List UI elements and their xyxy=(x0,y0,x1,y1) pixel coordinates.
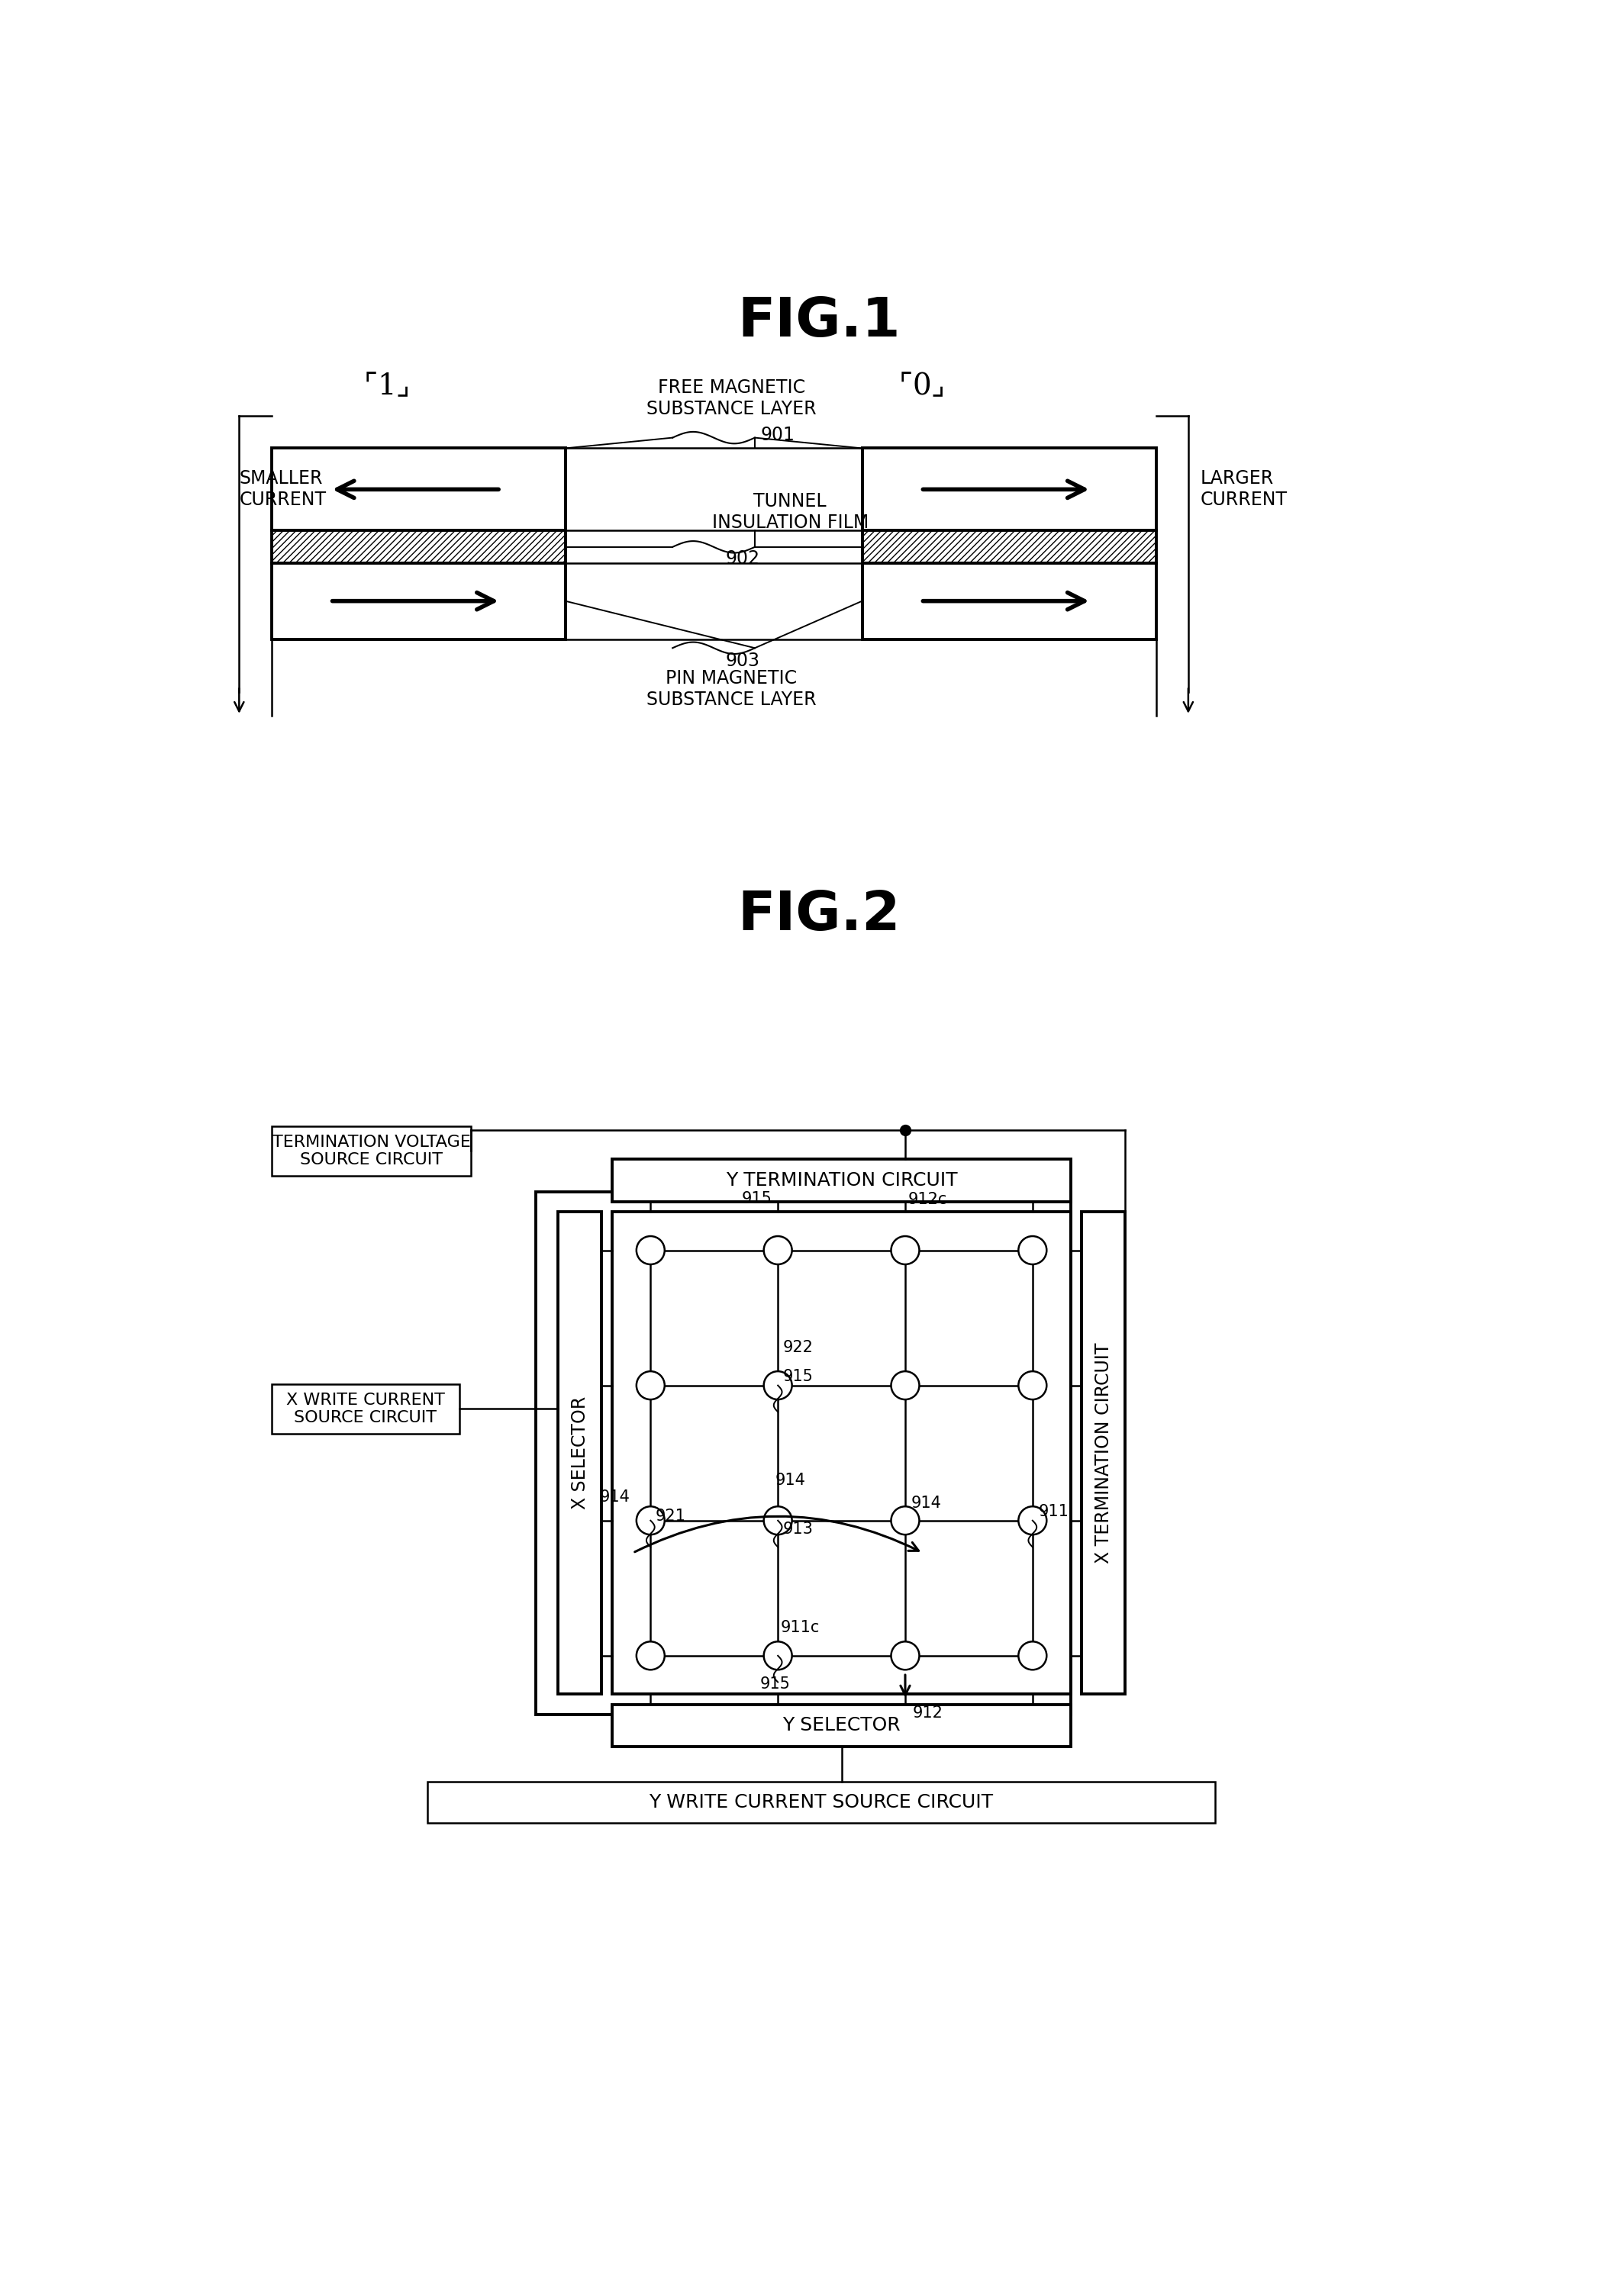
Text: 911c: 911c xyxy=(780,1621,820,1635)
Text: 915: 915 xyxy=(782,1368,812,1384)
Circle shape xyxy=(636,1371,665,1401)
Text: Y TERMINATION CIRCUIT: Y TERMINATION CIRCUIT xyxy=(726,1171,958,1189)
Text: LARGER
CURRENT: LARGER CURRENT xyxy=(1199,471,1287,510)
Bar xyxy=(272,1125,472,1176)
Circle shape xyxy=(764,1642,792,1669)
Bar xyxy=(612,1212,1071,1694)
Circle shape xyxy=(1019,1506,1047,1534)
Text: 922: 922 xyxy=(782,1339,812,1355)
Bar xyxy=(272,1384,459,1435)
Text: SMALLER
CURRENT: SMALLER CURRENT xyxy=(240,471,326,510)
Text: 913: 913 xyxy=(782,1522,812,1536)
Text: FIG.2: FIG.2 xyxy=(737,889,900,941)
Text: TUNNEL
INSULATION FILM: TUNNEL INSULATION FILM xyxy=(712,491,868,530)
Circle shape xyxy=(636,1235,665,1265)
Circle shape xyxy=(891,1506,919,1534)
Text: 914: 914 xyxy=(776,1474,806,1488)
Text: 912: 912 xyxy=(913,1706,943,1722)
Circle shape xyxy=(636,1506,665,1534)
Circle shape xyxy=(891,1235,919,1265)
Bar xyxy=(427,1782,1215,1823)
Text: $\ulcorner$1$\lrcorner$: $\ulcorner$1$\lrcorner$ xyxy=(363,372,409,402)
Circle shape xyxy=(1019,1235,1047,1265)
Text: Y SELECTOR: Y SELECTOR xyxy=(782,1717,900,1736)
Text: 921: 921 xyxy=(656,1508,686,1525)
Text: 902: 902 xyxy=(726,549,760,567)
Circle shape xyxy=(636,1642,665,1669)
Circle shape xyxy=(764,1371,792,1401)
Text: Y WRITE CURRENT SOURCE CIRCUIT: Y WRITE CURRENT SOURCE CIRCUIT xyxy=(649,1793,993,1812)
Bar xyxy=(272,563,566,638)
Text: TERMINATION VOLTAGE
SOURCE CIRCUIT: TERMINATION VOLTAGE SOURCE CIRCUIT xyxy=(272,1134,470,1166)
Text: 915: 915 xyxy=(760,1676,790,1692)
Circle shape xyxy=(891,1642,919,1669)
Text: 901: 901 xyxy=(761,425,795,443)
Bar xyxy=(536,1192,1071,1715)
Circle shape xyxy=(1019,1642,1047,1669)
Text: 914: 914 xyxy=(911,1495,942,1511)
Bar xyxy=(862,530,1156,563)
Bar xyxy=(612,1704,1071,1747)
Text: X TERMINATION CIRCUIT: X TERMINATION CIRCUIT xyxy=(1094,1343,1113,1564)
Bar xyxy=(272,530,566,563)
Bar xyxy=(1081,1212,1126,1694)
Bar xyxy=(862,448,1156,530)
Circle shape xyxy=(764,1506,792,1534)
Text: 915: 915 xyxy=(742,1192,772,1205)
Bar xyxy=(612,1159,1071,1201)
Text: FREE MAGNETIC
SUBSTANCE LAYER: FREE MAGNETIC SUBSTANCE LAYER xyxy=(646,379,817,418)
Bar xyxy=(272,448,566,530)
Bar xyxy=(862,563,1156,638)
Bar xyxy=(558,1212,601,1694)
Circle shape xyxy=(764,1235,792,1265)
Circle shape xyxy=(891,1371,919,1401)
Circle shape xyxy=(1019,1371,1047,1401)
Text: 903: 903 xyxy=(726,652,760,670)
Text: 914: 914 xyxy=(600,1490,630,1504)
Text: $\ulcorner$0$\lrcorner$: $\ulcorner$0$\lrcorner$ xyxy=(899,372,943,402)
Text: X SELECTOR: X SELECTOR xyxy=(571,1396,588,1508)
Text: PIN MAGNETIC
SUBSTANCE LAYER: PIN MAGNETIC SUBSTANCE LAYER xyxy=(646,670,817,709)
Text: X WRITE CURRENT
SOURCE CIRCUIT: X WRITE CURRENT SOURCE CIRCUIT xyxy=(286,1391,445,1426)
Text: 912c: 912c xyxy=(908,1192,947,1208)
Text: FIG.1: FIG.1 xyxy=(737,296,900,349)
Text: 911: 911 xyxy=(1038,1504,1068,1520)
